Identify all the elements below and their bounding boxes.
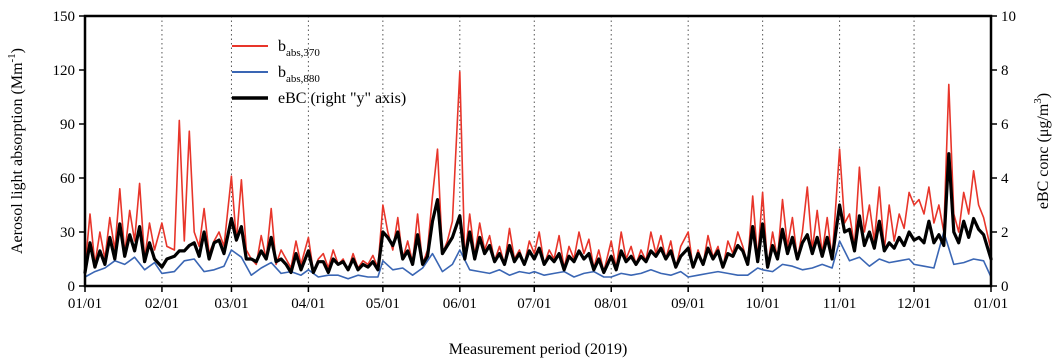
series-line-0 bbox=[84, 71, 992, 273]
legend-label-370: babs,370 bbox=[278, 38, 320, 59]
y-right-tick-label: 4 bbox=[1001, 171, 1009, 187]
x-tick-label: 03/01 bbox=[214, 296, 248, 312]
legend: babs,370 babs,880 eBC (right "y" axis) bbox=[232, 38, 406, 107]
y-right-axis-title-main: eBC conc (μg/m bbox=[1035, 103, 1052, 209]
y-left-tick-label: 120 bbox=[53, 63, 76, 79]
x-tick-label: 08/01 bbox=[594, 296, 628, 312]
y-right-axis-title-close: ) bbox=[1035, 93, 1052, 98]
x-tick-label: 05/01 bbox=[366, 296, 400, 312]
x-tick-label: 10/01 bbox=[746, 296, 780, 312]
y-right-tick-label: 10 bbox=[1001, 9, 1016, 25]
legend-label-880-base: b bbox=[278, 64, 286, 81]
y-left-axis-title: Aerosol light absorption (Mm-1) bbox=[6, 48, 26, 254]
x-axis-title: Measurement period (2019) bbox=[449, 341, 628, 358]
legend-label-880: babs,880 bbox=[278, 64, 320, 85]
x-tick-label: 11/01 bbox=[823, 296, 857, 312]
y-right-tick-label: 0 bbox=[1001, 279, 1009, 295]
y-left-tick-label: 0 bbox=[68, 279, 76, 295]
x-tick-label: 07/01 bbox=[517, 296, 551, 312]
series-line-2 bbox=[83, 152, 993, 275]
axes: 01/01 02/01 03/01 04/01 05/01 06/01 07/01 08/01… bbox=[53, 9, 1017, 312]
legend-label-880-sub: abs,880 bbox=[286, 73, 320, 85]
series-line-1 bbox=[84, 231, 992, 280]
y-left-tick-label: 60 bbox=[60, 171, 75, 187]
x-tick-label: 04/01 bbox=[291, 296, 325, 312]
y-right-tick-label: 2 bbox=[1001, 225, 1009, 241]
y-left-axis-title-sup: -1 bbox=[6, 53, 18, 62]
x-tick-label: 12/01 bbox=[897, 296, 931, 312]
y-right-axis-title: eBC conc (μg/m3) bbox=[1032, 93, 1052, 209]
y-left-tick-label: 150 bbox=[53, 9, 76, 25]
y-right-tick-label: 6 bbox=[1001, 117, 1009, 133]
x-tick-label: 02/01 bbox=[145, 296, 179, 312]
x-tick-label: 09/01 bbox=[671, 296, 705, 312]
legend-label-370-base: b bbox=[278, 38, 286, 55]
y-left-axis-title-main: Aerosol light absorption (Mm bbox=[9, 62, 26, 254]
plot-frame bbox=[83, 14, 993, 288]
legend-label-ebc: eBC (right "y" axis) bbox=[278, 90, 406, 107]
x-tick-label: 01/01 bbox=[68, 296, 102, 312]
y-right-axis-title-sup: 3 bbox=[1032, 98, 1044, 104]
series-layer bbox=[83, 71, 993, 280]
y-left-tick-label: 30 bbox=[60, 225, 75, 241]
x-tick-label: 06/01 bbox=[443, 296, 477, 312]
y-left-axis-title-close: ) bbox=[9, 48, 26, 53]
x-tick-label: 01/01 bbox=[974, 296, 1008, 312]
y-right-tick-label: 8 bbox=[1001, 63, 1009, 79]
legend-label-370-sub: abs,370 bbox=[286, 47, 320, 59]
y-left-tick-label: 90 bbox=[60, 117, 75, 133]
